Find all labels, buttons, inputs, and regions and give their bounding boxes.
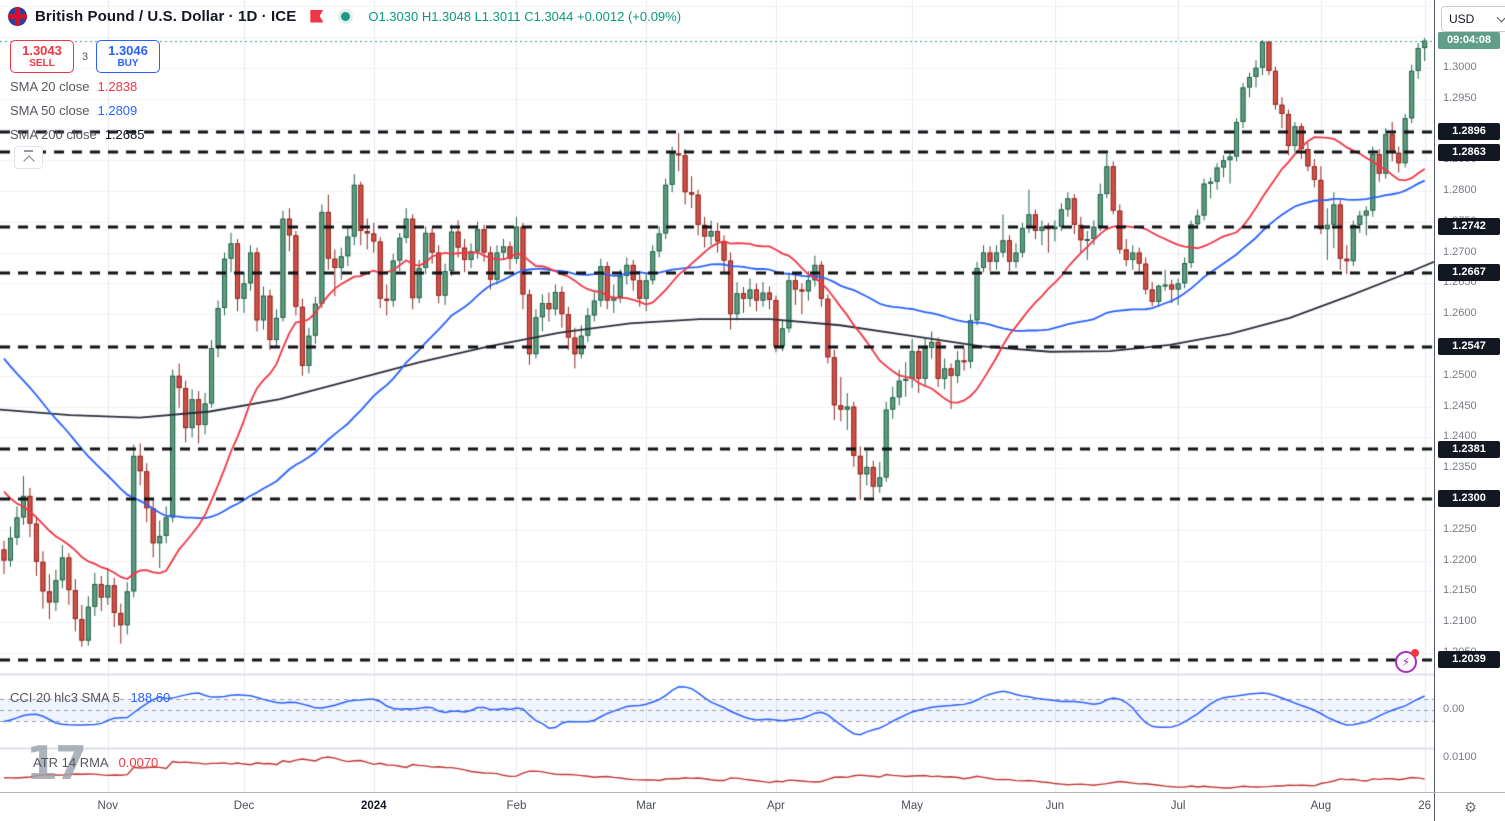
currency-dropdown[interactable]: USD [1441,6,1505,32]
time-tick-label: 26 [1418,800,1432,812]
spread-value: 3 [81,50,89,63]
price-tick-label: 1.2350 [1443,461,1477,474]
level-price-badge: 1.2896 [1438,123,1500,141]
order-panel: 1.3043 SELL 3 1.3046 BUY [10,40,160,73]
chevron-down-icon [1496,12,1505,23]
sell-label: SELL [29,58,55,70]
price-chart-canvas[interactable] [0,0,1434,792]
price-axis[interactable]: USD 09:04:08 1.30001.29501.29001.28501.2… [1434,0,1505,792]
level-price-badge: 1.2547 [1438,338,1500,356]
price-tick-label: 1.2150 [1443,584,1477,597]
price-tick-label: 1.2500 [1443,368,1477,381]
axis-settings-gear-icon[interactable]: ⚙ [1464,799,1477,815]
cci-legend[interactable]: CCI 20 hlc3 SMA 5 188.60 [10,690,170,705]
level-price-badge: 1.2742 [1438,218,1500,236]
indicator-legend: SMA 20 close 1.2838 SMA 50 close 1.2809 … [10,74,144,146]
sell-button[interactable]: 1.3043 SELL [10,40,74,73]
chart-header: British Pound / U.S. Dollar · 1D · ICE O… [8,4,681,28]
time-tick-label: Dec [233,800,255,812]
price-tick-label: 1.2800 [1443,183,1477,196]
alert-notification-dot [1411,649,1419,657]
sell-price: 1.3043 [22,42,62,58]
chart-pane-area: British Pound / U.S. Dollar · 1D · ICE O… [0,0,1434,792]
countdown-badge: 09:04:08 [1438,32,1500,49]
level-price-badge: 1.2300 [1438,490,1500,508]
buy-label: BUY [117,58,139,70]
tradingview-watermark: 17 [26,736,87,790]
currency-label: USD [1449,12,1475,26]
cci-value: 188.60 [130,690,171,705]
collapse-bar [24,150,33,152]
time-tick-label: Feb [506,800,527,812]
time-tick-label: May [901,800,924,812]
time-tick-label: Nov [97,800,119,812]
price-tick-label: 1.2450 [1443,399,1477,412]
price-tick-label: 1.2250 [1443,522,1477,535]
legend-sma20-value: 1.2838 [97,78,138,94]
time-tick-label: Apr [766,800,785,812]
legend-sma50[interactable]: SMA 50 close 1.2809 [10,98,144,122]
atr-title: ATR 14 RMA [33,755,108,770]
cci-axis-tick: 0.00 [1443,703,1465,715]
legend-sma200-title: SMA 200 close [10,126,97,142]
ohlc-values: O1.3030 H1.3048 L1.3011 C1.3044 +0.0012 … [368,8,682,24]
time-tick-label: Jul [1170,800,1186,812]
legend-sma200-value: 1.2685 [104,126,145,142]
time-axis[interactable]: Nov Dec 2024 Feb Mar Apr May Jun Jul Aug 26 ⚙ [0,792,1505,821]
chevron-up-icon [22,155,35,167]
price-tick-label: 1.2400 [1443,430,1477,443]
buy-button[interactable]: 1.3046 BUY [96,40,160,73]
price-tick-label: 1.2700 [1443,245,1477,258]
axis-corner: ⚙ [1434,793,1505,821]
price-tick-label: 1.2600 [1443,307,1477,320]
collapse-legend-button[interactable] [14,146,43,169]
gb-flag-icon [8,6,27,26]
buy-price: 1.3046 [108,42,148,58]
time-tick-label: 2024 [360,800,387,812]
legend-sma20[interactable]: SMA 20 close 1.2838 [10,74,144,98]
time-tick-label: Aug [1310,800,1332,812]
legend-sma20-title: SMA 20 close [10,78,90,94]
atr-value: 0.0070 [118,755,159,770]
time-tick-label: Mar [636,800,657,812]
level-price-badge: 1.2381 [1438,440,1500,458]
level-price-badge: 1.2863 [1438,143,1500,161]
legend-sma50-title: SMA 50 close [10,102,90,118]
legend-sma200[interactable]: SMA 200 close 1.2685 [10,122,144,146]
cci-title: CCI 20 hlc3 SMA 5 [10,690,120,705]
symbol-title[interactable]: British Pound / U.S. Dollar · 1D · ICE [35,7,297,25]
market-status-icon[interactable] [341,11,351,21]
price-tick-label: 1.2200 [1443,553,1477,566]
price-tick-label: 1.3000 [1443,60,1477,73]
lightning-icon: ⚡ [1395,651,1417,673]
price-alert-icon[interactable]: ⚡ [1395,649,1419,673]
atr-axis-tick: 0.0100 [1443,751,1477,763]
atr-legend[interactable]: ATR 14 RMA 0.0070 [33,755,158,770]
price-tick-label: 1.2950 [1443,91,1477,104]
time-tick-label: Jun [1045,800,1065,812]
price-tick-label: 1.2100 [1443,615,1477,628]
flagged-symbol-icon[interactable] [310,9,324,23]
level-price-badge: 1.2667 [1438,264,1500,282]
legend-sma50-value: 1.2809 [97,102,138,118]
level-price-badge: 1.2039 [1438,651,1500,669]
